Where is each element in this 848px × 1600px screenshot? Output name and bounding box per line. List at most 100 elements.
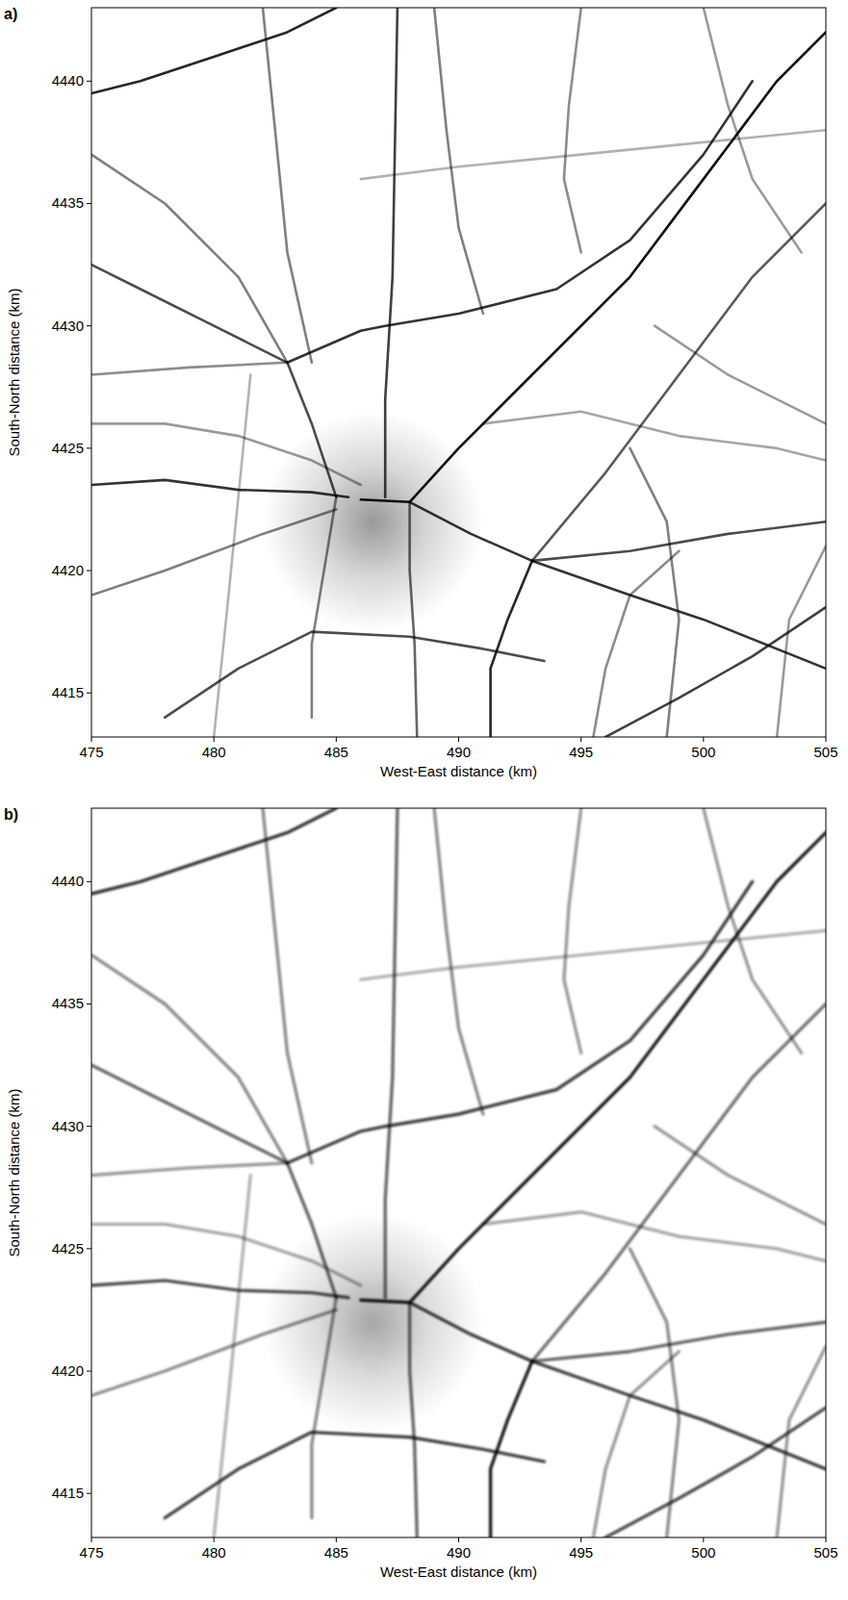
road-emission [605,1408,826,1539]
road-emission [630,1249,680,1539]
road-emission [287,80,753,363]
plot-area [91,7,826,738]
x-tick-label: 475 [78,1544,103,1562]
x-tick-label: 475 [78,744,103,761]
y-tick [86,325,92,327]
x-tick [702,1538,704,1543]
road-emission [311,497,336,719]
road-emission [360,930,826,980]
road-emission [91,264,336,498]
panel: 4754804854904955005054415442044254430443… [3,806,839,1581]
road-emission [630,448,680,738]
x-tick [825,1538,827,1543]
x-tick [91,1538,93,1543]
road-emission [360,129,826,180]
road-emission [532,204,826,562]
road-emission [91,955,288,1164]
x-tick-label: 490 [446,744,471,761]
road-emission [434,808,484,1115]
y-tick [86,203,92,205]
road-emission [605,607,826,738]
x-tick [335,1538,337,1543]
road-emission [213,1176,251,1540]
road-emission [483,411,826,462]
road-emission [262,7,312,363]
road-emission [91,1310,336,1396]
y-tick [86,570,92,572]
x-tick-label: 480 [202,1544,227,1562]
road-emission [91,1224,361,1286]
y-axis-title: South-North distance (km) [5,287,23,457]
y-tick-label: 4440 [51,72,84,89]
road-emission [592,551,679,738]
plot-frame [91,808,826,1539]
x-tick [458,1538,460,1543]
plot-background [91,808,826,1539]
road-emission [385,808,398,1299]
road-emission [164,632,544,719]
x-tick-label: 490 [446,1544,471,1562]
y-tick [86,1126,92,1128]
x-tick [580,1538,582,1543]
road-emission [360,31,826,502]
road-emission [410,1303,418,1539]
road-emission [385,7,398,498]
plot-background [91,7,826,738]
y-tick-label: 4415 [51,684,84,701]
road-emission [91,509,336,595]
x-tick-label: 500 [691,744,716,761]
y-tick [86,1248,92,1250]
x-tick-label: 505 [813,1544,838,1562]
x-axis-title: West-East distance (km) [380,1564,538,1581]
x-tick-label: 485 [324,1544,349,1562]
road-emission [410,502,826,669]
plot-area [91,808,826,1539]
panel-label: a) [3,5,18,23]
x-tick-label: 500 [691,1544,716,1562]
y-tick-label: 4435 [51,194,84,211]
x-tick-label: 495 [568,1544,593,1562]
road-emission [410,1303,826,1470]
y-tick-label: 4430 [51,317,84,335]
road-emission [703,7,802,253]
road-emission [564,7,582,253]
x-tick-label: 485 [324,744,349,761]
x-tick [702,737,704,743]
y-axis-title: South-North distance (km) [5,1088,23,1258]
y-tick-label: 4420 [51,1362,84,1380]
y-tick-label: 4420 [51,562,84,579]
road-emission [532,1004,826,1362]
road-emission [776,1347,826,1539]
road-emission [490,561,533,738]
plot-frame [91,7,826,738]
y-tick-label: 4425 [51,1240,84,1258]
x-tick [580,737,582,743]
road-emission [532,521,826,562]
road-emission [91,362,288,376]
x-tick [335,737,337,743]
x-tick-label: 505 [813,744,838,761]
y-tick [86,1003,92,1005]
road-emission [213,375,251,739]
road-emission [91,1281,349,1299]
road-emission [311,1298,336,1519]
x-tick-label: 495 [568,744,593,761]
x-axis-title: West-East distance (km) [380,763,538,780]
y-tick [86,693,92,694]
road-emission [483,1212,826,1262]
road-emission [91,423,361,486]
road-emission [490,1361,533,1539]
x-tick [91,737,93,743]
road-emission [91,1163,288,1177]
road-emission [654,326,826,425]
x-tick [458,737,460,743]
y-tick [86,447,92,449]
road-emission [703,808,802,1054]
y-tick-label: 4440 [51,873,84,890]
road-emission [91,480,349,498]
road-emission [434,7,484,314]
figure: 475 480 485 490 495 500 505 4415 4420 4425 4430 443… [0,0,848,1600]
y-tick [86,881,92,883]
panel: 4754804854904955005054415442044254430443… [3,5,839,780]
road-emission [564,808,582,1054]
